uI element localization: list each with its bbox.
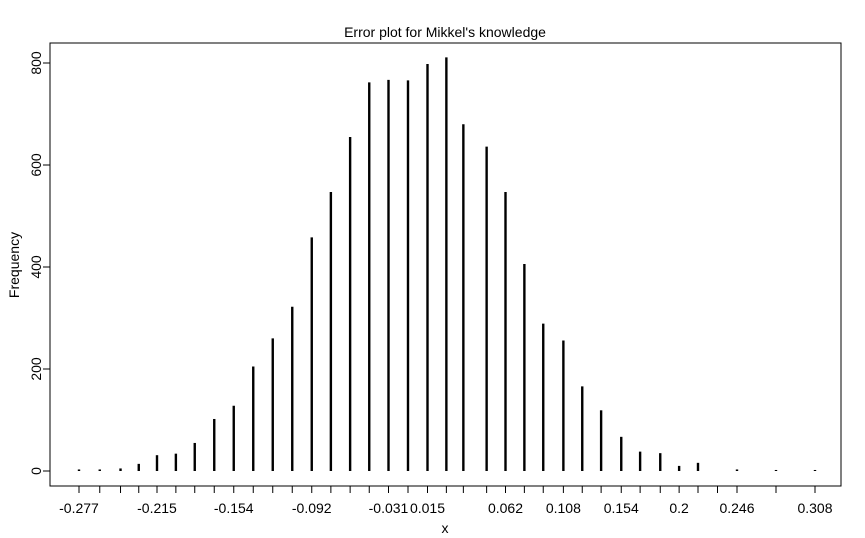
y-tick-label: 800 (28, 51, 44, 75)
x-tick-label: -0.215 (137, 500, 177, 516)
chart-title: Error plot for Mikkel's knowledge (344, 24, 546, 40)
x-tick-label: -0.031 (369, 500, 409, 516)
bars (77, 57, 817, 471)
y-axis-title: Frequency (6, 232, 22, 298)
x-tick-label: 0.015 (410, 500, 445, 516)
x-tick-label: -0.154 (214, 500, 254, 516)
x-tick-label: 0.108 (546, 500, 581, 516)
y-tick-label: 600 (28, 153, 44, 177)
x-axis: -0.277 -0.215 -0.154 -0.092 -0.031 0.015 0.062… (59, 485, 833, 516)
x-tick-label: 0.154 (604, 500, 639, 516)
y-tick-label: 400 (28, 255, 44, 279)
y-axis: 0 200 400 600 800 (28, 51, 51, 475)
x-tick-label: 0.2 (669, 500, 689, 516)
y-tick-label: 0 (28, 467, 44, 475)
x-axis-title: x (442, 520, 449, 536)
x-tick-label: 0.062 (488, 500, 523, 516)
x-tick-label: -0.277 (59, 500, 99, 516)
x-tick-label: 0.246 (719, 500, 754, 516)
y-tick-label: 200 (28, 357, 44, 381)
x-tick-label: -0.092 (292, 500, 332, 516)
x-tick-label: 0.308 (797, 500, 832, 516)
